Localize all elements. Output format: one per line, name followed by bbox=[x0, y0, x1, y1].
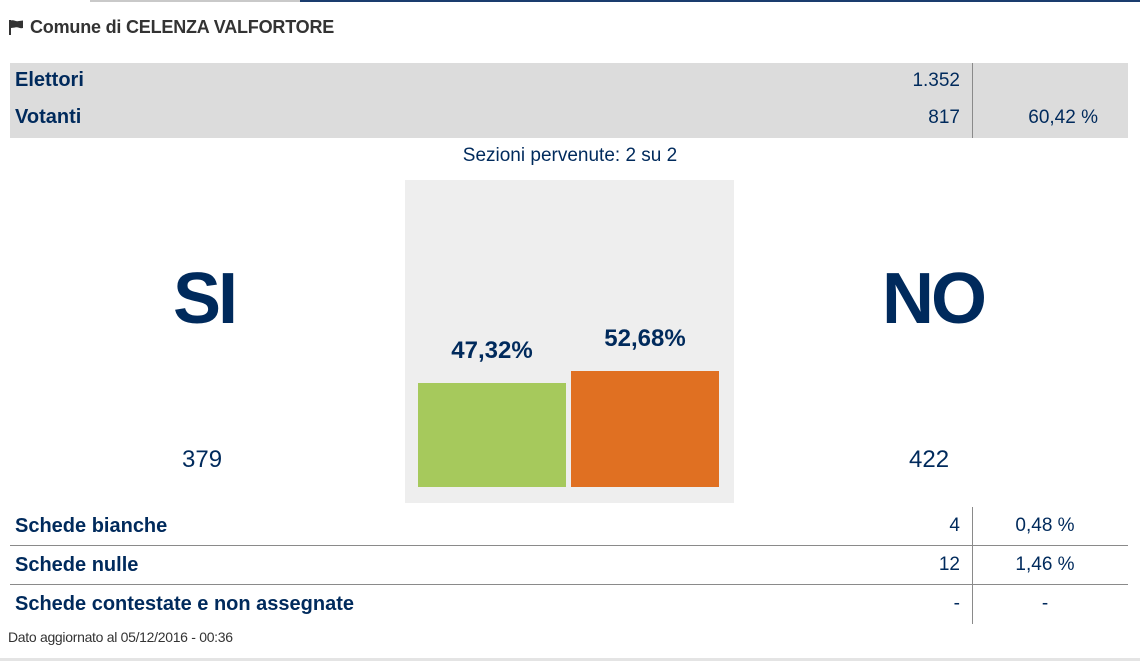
no-label: NO bbox=[882, 259, 987, 339]
votanti-percent: 60,42 % bbox=[1028, 107, 1098, 128]
elettori-value: 1.352 bbox=[912, 70, 960, 91]
elettori-label: Elettori bbox=[15, 69, 84, 91]
schede-bianche-row: Schede bianche 4 0,48 % bbox=[10, 507, 1128, 546]
tab-line-active bbox=[300, 0, 1140, 2]
voters-summary: Elettori 1.352 Votanti 817 60,42 % bbox=[10, 63, 1128, 138]
bottom-border bbox=[0, 658, 1140, 661]
schede-nulle-row: Schede nulle 12 1,46 % bbox=[10, 546, 1128, 585]
schede-nulle-percent: 1,46 % bbox=[1015, 554, 1075, 575]
schede-table: Schede bianche 4 0,48 % Schede nulle 12 … bbox=[10, 507, 1128, 624]
no-count: 422 bbox=[909, 446, 950, 473]
municipality-header: Comune di CELENZA VALFORTORE bbox=[8, 14, 334, 40]
result-bar-chart: 47,32% 52,68% bbox=[405, 180, 734, 503]
si-percent-label: 47,32% bbox=[451, 336, 533, 364]
si-label: SI bbox=[173, 259, 238, 339]
sezioni-pervenute: Sezioni pervenute: 2 su 2 bbox=[0, 145, 1140, 167]
votanti-row: Votanti 817 60,42 % bbox=[10, 100, 1128, 137]
schede-contestate-label: Schede contestate e non assegnate bbox=[15, 593, 355, 615]
sezioni-text: Sezioni pervenute: 2 su 2 bbox=[462, 145, 678, 166]
schede-bianche-label: Schede bianche bbox=[15, 515, 168, 537]
schede-nulle-label: Schede nulle bbox=[15, 554, 139, 576]
column-divider bbox=[972, 507, 973, 624]
no-bar bbox=[571, 371, 719, 487]
schede-contestate-percent: - bbox=[1041, 593, 1049, 614]
top-tab-line bbox=[0, 0, 1140, 2]
schede-nulle-value: 12 bbox=[938, 554, 960, 575]
no-percent-label: 52,68% bbox=[604, 325, 686, 353]
schede-contestate-value: - bbox=[953, 593, 960, 614]
si-bar bbox=[418, 382, 566, 487]
flag-icon bbox=[9, 20, 23, 35]
schede-bianche-value: 4 bbox=[949, 515, 960, 536]
tab-line-inactive bbox=[90, 0, 300, 2]
municipality-title: Comune di CELENZA VALFORTORE bbox=[30, 16, 335, 37]
si-count: 379 bbox=[182, 446, 223, 473]
schede-bianche-percent: 0,48 % bbox=[1015, 515, 1075, 536]
votanti-label: Votanti bbox=[15, 106, 82, 128]
elettori-row: Elettori 1.352 bbox=[10, 63, 1128, 100]
column-divider bbox=[972, 63, 973, 138]
votanti-value: 817 bbox=[928, 107, 960, 128]
last-updated: Dato aggiornato al 05/12/2016 - 00:36 bbox=[8, 629, 233, 645]
schede-contestate-row: Schede contestate e non assegnate - - bbox=[10, 585, 1128, 624]
